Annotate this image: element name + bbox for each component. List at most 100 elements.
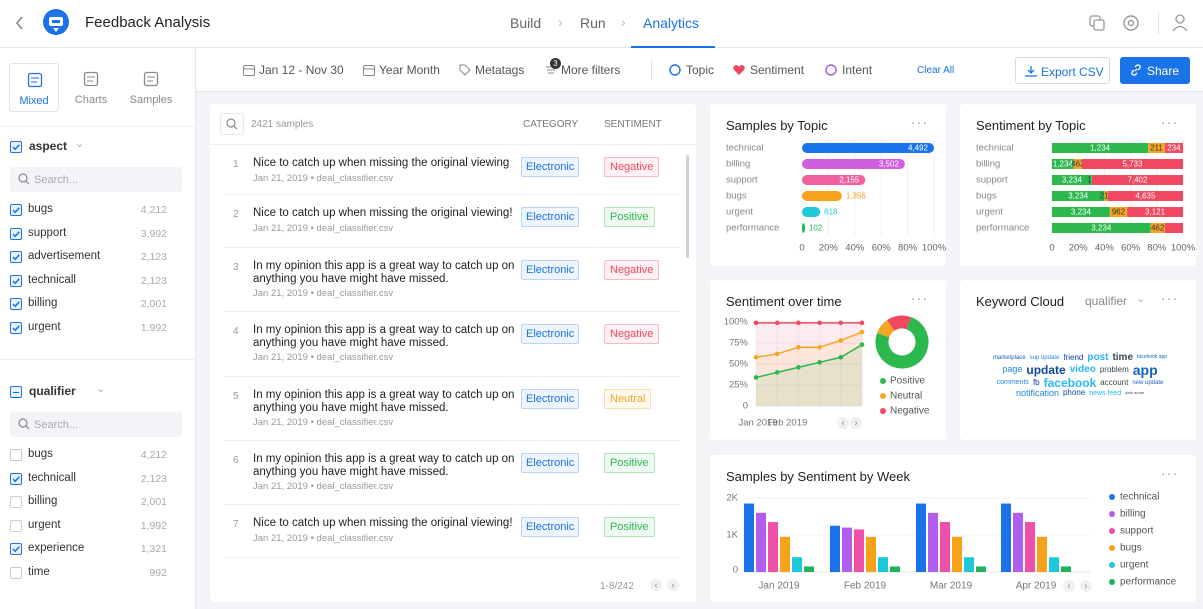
filter-button[interactable]: Year Month — [379, 63, 440, 77]
copy-icon[interactable] — [1088, 14, 1106, 32]
sidebar-tab[interactable]: Mixed — [9, 63, 59, 112]
row-text-block: Nice to catch up when missing the origin… — [253, 517, 515, 544]
sample-row[interactable]: 2 Nice to catch up when missing the origi… — [224, 195, 680, 248]
sample-row[interactable]: 4 In my opinion this app is a great way t… — [224, 312, 680, 377]
filter-label[interactable]: urgent — [28, 321, 61, 333]
checkbox[interactable] — [10, 519, 22, 532]
keyword[interactable]: facebook app — [1137, 354, 1168, 360]
scrollbar — [686, 155, 689, 258]
keyword[interactable]: news feed — [1089, 389, 1122, 397]
filter-label[interactable]: technicall — [28, 273, 76, 286]
keyword[interactable]: dark mode — [1125, 390, 1145, 395]
legend-label: support — [1120, 526, 1154, 537]
keyword[interactable]: new update — [1132, 379, 1164, 386]
checkbox[interactable] — [10, 141, 22, 153]
checkbox[interactable] — [10, 472, 22, 485]
view-toggle[interactable]: Intent — [842, 63, 873, 77]
user-icon[interactable] — [1171, 13, 1189, 33]
keyword[interactable]: sup update — [1029, 354, 1060, 361]
keyword[interactable]: notification — [1015, 387, 1059, 398]
keyword[interactable]: phone — [1062, 388, 1086, 397]
page-arrow[interactable]: › — [667, 579, 679, 591]
clear-all[interactable]: Clear All — [917, 65, 955, 76]
bar — [792, 557, 802, 572]
sentiment-by-topic-card: Sentiment by Topic ··· 0 20% 40% 60% 80% 100% te… — [960, 104, 1196, 266]
card-title: Samples by Topic — [726, 118, 828, 133]
filter-button[interactable]: Jan 12 - Nov 30 — [259, 63, 344, 77]
keyword[interactable]: app — [1132, 361, 1158, 378]
checkbox[interactable] — [10, 322, 22, 334]
keyword[interactable]: marketplace — [992, 354, 1026, 361]
sample-row[interactable]: 5 In my opinion this app is a great way t… — [224, 377, 680, 441]
sample-row[interactable]: 1 Nice to catch up when missing the origi… — [224, 145, 680, 195]
card-menu[interactable]: ··· — [1161, 290, 1178, 306]
filter-label[interactable]: billing — [28, 495, 58, 508]
keyword[interactable]: friend — [1063, 352, 1084, 362]
checkbox[interactable] — [10, 567, 22, 579]
card-menu[interactable]: ··· — [911, 290, 928, 306]
keyword[interactable]: post — [1087, 351, 1109, 363]
export-button[interactable]: Export CSV — [1015, 57, 1110, 84]
keyword[interactable]: problem — [1099, 364, 1129, 374]
bar — [802, 143, 934, 153]
checkbox[interactable] — [10, 386, 22, 398]
checkbox[interactable] — [10, 496, 22, 509]
checkbox[interactable] — [10, 449, 22, 461]
bar — [830, 525, 840, 572]
keyword[interactable]: facebook — [1043, 375, 1097, 390]
filter-button[interactable]: More filters — [561, 63, 621, 77]
back-button[interactable] — [14, 14, 26, 32]
samples-panel: 2421 samples CATEGORY SENTIMENT 1 Nice to ca… — [210, 104, 696, 602]
area — [756, 322, 862, 406]
filter-label[interactable]: support — [28, 226, 67, 239]
sample-row[interactable]: 7 Nice to catch up when missing the origi… — [224, 505, 680, 558]
dropdown[interactable]: qualifier — [1085, 294, 1128, 308]
filter-label[interactable]: bugs — [28, 448, 53, 460]
view-toggle[interactable]: Topic — [686, 63, 715, 77]
checkbox[interactable] — [10, 227, 22, 240]
checkbox[interactable] — [10, 543, 22, 556]
card-menu[interactable]: ··· — [1161, 114, 1178, 130]
checkbox[interactable] — [10, 204, 22, 216]
x-tick-label: Jan 2019 — [758, 581, 800, 592]
checkbox[interactable] — [10, 298, 22, 311]
sample-row[interactable]: 3 In my opinion this app is a great way t… — [224, 248, 680, 312]
search-box[interactable]: Search... — [10, 412, 182, 437]
sidebar-tab[interactable]: Samples — [126, 63, 176, 112]
filter-label[interactable]: billing — [28, 297, 58, 310]
nav-tab[interactable]: Run — [580, 15, 606, 31]
keyword[interactable]: video — [1069, 363, 1096, 375]
filter-label[interactable]: time — [28, 566, 50, 578]
filter-label[interactable]: experience — [28, 542, 85, 555]
point — [774, 370, 780, 375]
samples-by-week-card: Samples by Sentiment by Week ··· 0 1K 2K Jan … — [710, 455, 1196, 602]
checkbox[interactable] — [10, 251, 22, 264]
filter-label[interactable]: advertisement — [28, 250, 101, 263]
keyword[interactable]: update — [1026, 362, 1066, 377]
filter-button[interactable]: Metatags — [475, 63, 525, 77]
keyword[interactable]: fb — [1032, 377, 1040, 387]
nav-tab[interactable]: Analytics — [643, 15, 700, 31]
share-button[interactable]: Share — [1120, 57, 1190, 84]
view-toggle[interactable]: Sentiment — [750, 63, 805, 77]
card-menu[interactable]: ··· — [911, 114, 928, 130]
checkbox[interactable] — [10, 274, 22, 287]
settings-icon[interactable] — [1121, 13, 1141, 33]
keyword[interactable]: comments — [996, 379, 1029, 386]
keyword[interactable]: account — [1100, 377, 1129, 387]
card-menu[interactable]: ··· — [1161, 465, 1178, 481]
sample-row[interactable]: 6 In my opinion this app is a great way t… — [224, 441, 680, 505]
point — [796, 365, 801, 370]
sidebar-tab[interactable]: Charts — [66, 63, 116, 112]
page-arrow[interactable]: ‹ — [650, 579, 662, 591]
filter-label[interactable]: bugs — [28, 203, 53, 215]
keyword[interactable]: page — [1002, 364, 1023, 374]
nav-tab[interactable]: Build — [510, 15, 542, 31]
group-name[interactable]: aspect — [29, 139, 68, 153]
search-button[interactable] — [220, 113, 244, 135]
search-box[interactable]: Search... — [10, 167, 182, 192]
keyword[interactable]: time — [1112, 351, 1134, 363]
filter-label[interactable]: technicall — [28, 471, 76, 484]
filter-label[interactable]: urgent — [28, 518, 61, 531]
group-name[interactable]: qualifier — [29, 384, 76, 398]
